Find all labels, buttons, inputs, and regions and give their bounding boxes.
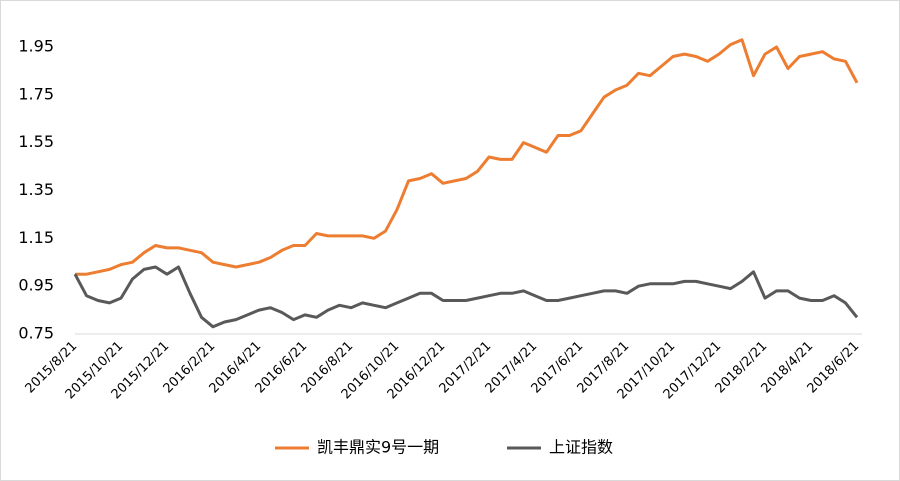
y-tick-label: 1.95 <box>18 36 54 55</box>
series-line <box>75 38 859 276</box>
y-tick-label: 0.75 <box>18 324 54 343</box>
y-tick-label: 1.75 <box>18 84 54 103</box>
series-line <box>73 265 859 329</box>
y-tick-label: 0.95 <box>18 276 54 295</box>
y-tick-label: 1.35 <box>18 180 54 199</box>
legend-label: 凯丰鼎实9号一期 <box>317 438 439 457</box>
y-tick-label: 1.55 <box>18 132 54 151</box>
y-tick-label: 1.15 <box>18 228 54 247</box>
legend-label: 上证指数 <box>549 438 613 457</box>
